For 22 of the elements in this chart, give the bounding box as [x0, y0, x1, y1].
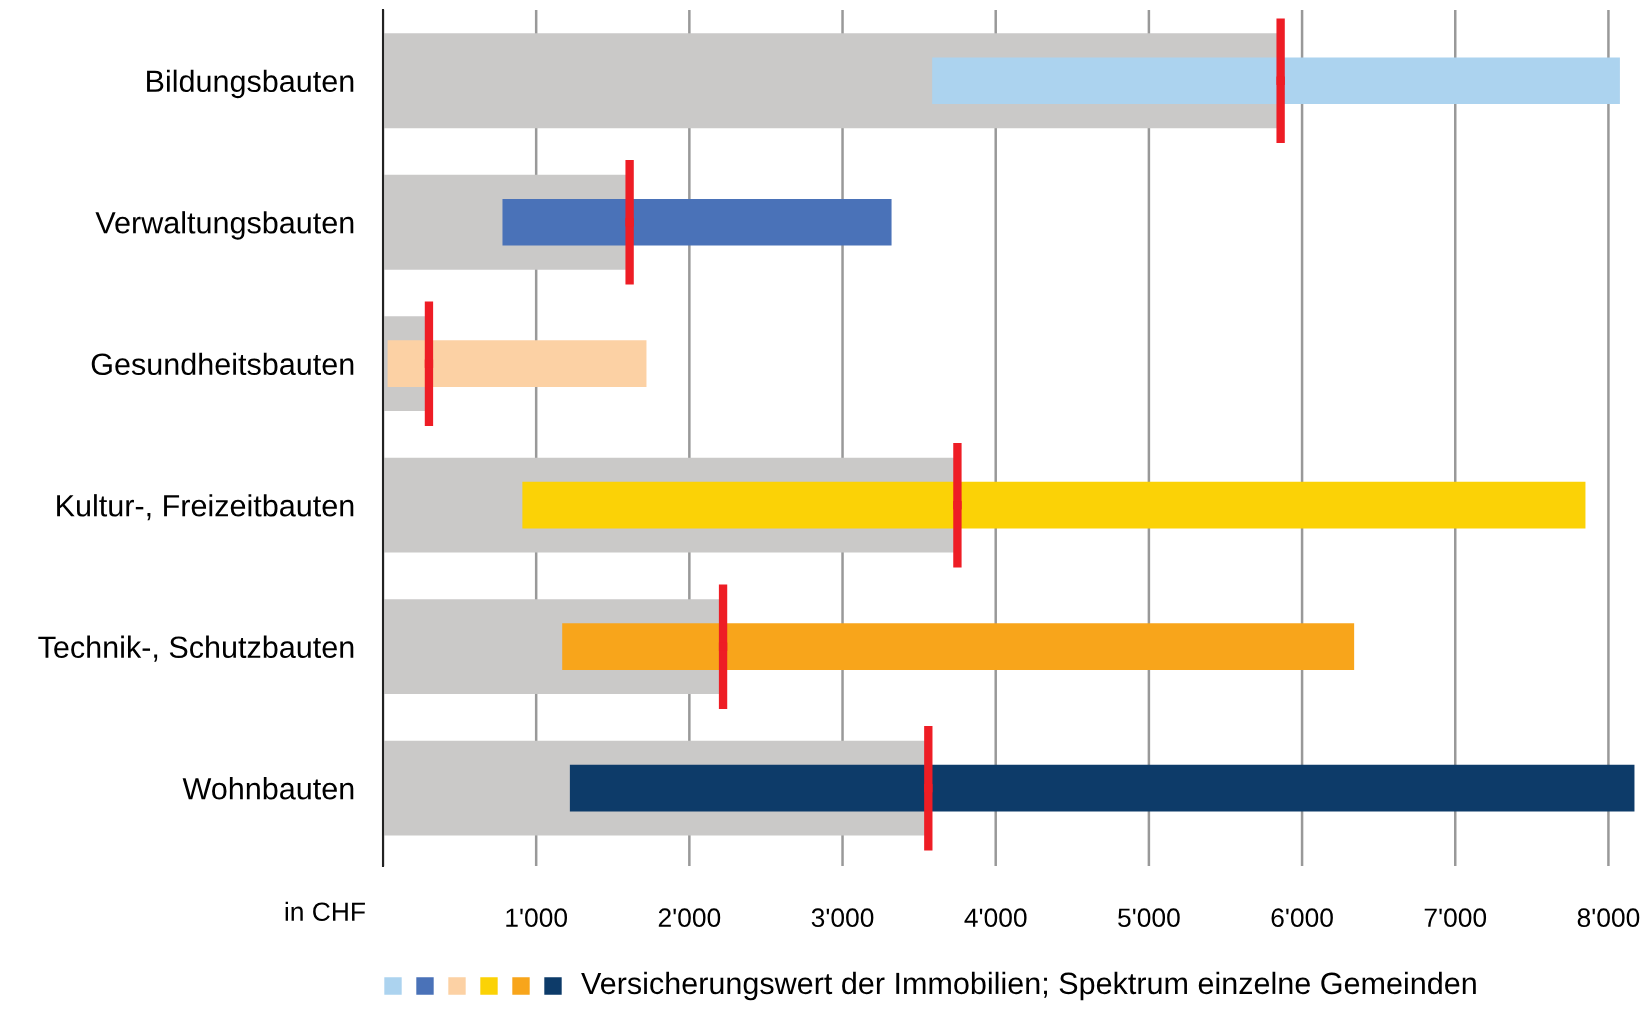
x-axis-title: in CHF	[285, 901, 365, 922]
y-tick-label: Wohnbauten	[182, 777, 354, 800]
legend-label: Versicherungswert der Immobilien; Spektrum einzelne Gemeinden	[581, 971, 1476, 1001]
x-tick-label: 8'000	[1577, 908, 1640, 928]
y-tick-label: Gesundheitsbauten	[91, 352, 354, 376]
point	[718, 642, 728, 651]
point	[924, 784, 933, 793]
y-tick-label: Verwaltungsbauten	[95, 211, 354, 240]
x-tick-label: 4'000	[964, 908, 1027, 928]
x-tick-label: 7'000	[1424, 908, 1487, 928]
point	[625, 218, 634, 227]
y-tick-label: Bildungsbauten	[147, 69, 354, 99]
y-tick-label: Kultur-, Freizeitbauten	[57, 494, 354, 521]
point	[424, 359, 434, 368]
x-tick-label: 5'000	[1118, 908, 1180, 928]
y-tick-label: Technik-, Schutzbauten	[38, 635, 354, 662]
x-tick-label: 3'000	[811, 908, 874, 928]
point	[953, 501, 962, 510]
x-tick-label: 1'000	[506, 908, 568, 928]
point	[1276, 76, 1285, 85]
x-tick-label: 6'000	[1271, 908, 1333, 928]
x-tick-label: 2'000	[658, 908, 721, 928]
